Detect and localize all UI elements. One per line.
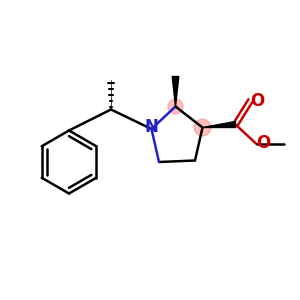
Polygon shape: [172, 76, 179, 106]
Text: O: O: [250, 92, 264, 110]
Circle shape: [168, 99, 183, 114]
Circle shape: [194, 119, 211, 136]
Text: N: N: [145, 118, 158, 136]
Text: O: O: [256, 134, 270, 152]
Polygon shape: [202, 122, 236, 128]
